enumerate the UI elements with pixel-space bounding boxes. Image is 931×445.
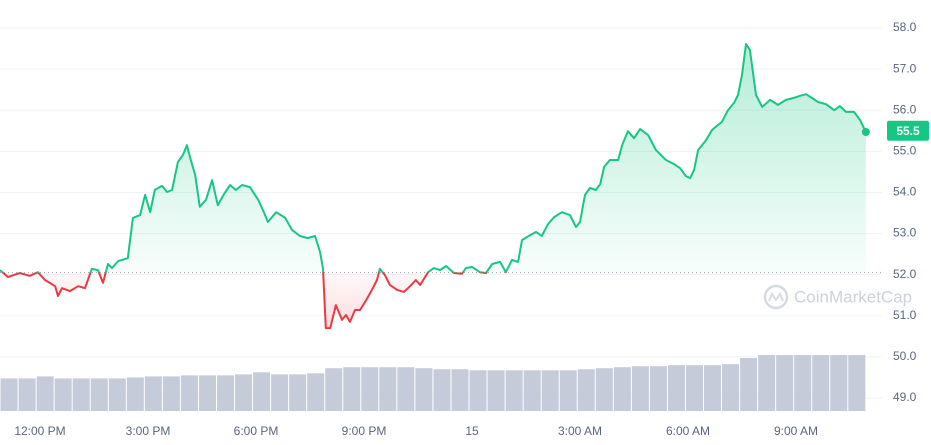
volume-bar (126, 377, 144, 411)
x-tick-label: 9:00 AM (774, 424, 818, 438)
volume-bar (523, 370, 541, 411)
volume-bar (90, 378, 108, 411)
last-point (861, 128, 870, 137)
volume-bar (397, 367, 415, 411)
volume-bar (343, 367, 361, 411)
volume-bar (271, 374, 289, 411)
volume-bar (794, 355, 812, 411)
volume-bar (505, 370, 523, 411)
volume-bar (649, 366, 667, 411)
volume-bar (54, 378, 72, 411)
volume-bar (162, 376, 180, 411)
price-line (0, 43, 867, 330)
volume-bar (361, 367, 379, 411)
y-tick-label: 56.0 (893, 102, 917, 116)
volume-bar (577, 369, 595, 411)
x-tick-label: 3:00 AM (558, 424, 602, 438)
volume-bar (667, 365, 685, 411)
volume-bar (685, 365, 704, 411)
volume-bar (812, 355, 830, 411)
volume-bar (0, 378, 18, 411)
x-tick-label: 9:00 PM (342, 424, 387, 438)
y-tick-label: 51.0 (893, 308, 917, 322)
volume-bar (216, 375, 235, 411)
volume-bar (289, 374, 307, 411)
volume-bar (848, 355, 866, 411)
volume-bar (776, 355, 794, 411)
x-tick-label: 6:00 PM (234, 424, 279, 438)
watermark: CoinMarketCap (763, 284, 912, 310)
volume-bar (433, 369, 451, 411)
volume-bar (704, 365, 722, 411)
x-tick-label: 12:00 PM (14, 424, 65, 438)
volume-bar (235, 374, 253, 411)
y-tick-label: 54.0 (893, 185, 917, 199)
volume-bar (415, 368, 433, 411)
watermark-logo (763, 284, 789, 310)
watermark-text: CoinMarketCap (794, 287, 912, 306)
volume-bar (740, 358, 758, 411)
x-tick-label: 3:00 PM (126, 424, 171, 438)
volume-bar (108, 378, 126, 411)
volume-bar (595, 368, 613, 411)
volume-bar (307, 373, 325, 411)
volume-bar (830, 355, 848, 411)
volume-bar (72, 378, 90, 411)
volume-bar (198, 375, 216, 411)
volume-bar (451, 369, 469, 411)
watermark-logo-mark (768, 291, 784, 302)
volume-bar (18, 378, 36, 411)
volume-bar (613, 367, 631, 411)
y-tick-label: 50.0 (893, 349, 917, 363)
volume-bar (253, 372, 271, 411)
volume-bar (487, 370, 505, 411)
current-price-label: 55.5 (896, 124, 920, 138)
volume-bar (722, 364, 740, 411)
y-tick-label: 58.0 (893, 20, 917, 34)
y-tick-label: 57.0 (893, 61, 917, 75)
y-tick-label: 52.0 (893, 267, 917, 281)
y-tick-label: 49.0 (893, 390, 917, 404)
volume-bar (144, 376, 162, 411)
volume-bar (631, 366, 649, 411)
volume-bar (36, 376, 54, 411)
volume-bar (325, 368, 343, 411)
x-tick-label: 6:00 AM (666, 424, 710, 438)
volume-bar (541, 370, 559, 411)
volume-bar (559, 370, 577, 411)
price-area (0, 44, 866, 329)
volume-bar (379, 367, 397, 411)
y-tick-label: 55.0 (893, 144, 917, 158)
volume-bar (469, 370, 487, 411)
current-price-box (887, 120, 929, 141)
x-tick-label: 15 (465, 424, 479, 438)
y-tick-label: 53.0 (893, 226, 917, 240)
volume-bar (180, 375, 198, 411)
volume-bar (758, 355, 776, 411)
